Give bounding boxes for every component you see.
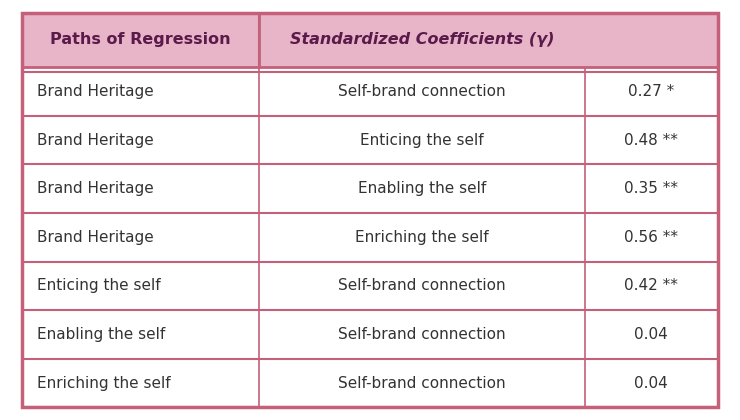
Text: Brand Heritage: Brand Heritage — [37, 133, 154, 147]
Text: 0.35 **: 0.35 ** — [625, 181, 678, 196]
Text: Enticing the self: Enticing the self — [360, 133, 484, 147]
Bar — [22, 262, 718, 310]
Text: 0.04: 0.04 — [634, 375, 668, 391]
Text: Brand Heritage: Brand Heritage — [37, 84, 154, 99]
Text: Enabling the self: Enabling the self — [357, 181, 486, 196]
Text: 0.27 *: 0.27 * — [628, 84, 674, 99]
Text: Brand Heritage: Brand Heritage — [37, 230, 154, 245]
Text: Enabling the self: Enabling the self — [37, 327, 165, 342]
Text: 0.04: 0.04 — [634, 327, 668, 342]
Bar — [22, 213, 718, 262]
Text: Paths of Regression: Paths of Regression — [50, 32, 231, 47]
Bar — [22, 67, 718, 116]
Text: Standardized Coefficients (γ): Standardized Coefficients (γ) — [289, 32, 554, 47]
Text: Enriching the self: Enriching the self — [355, 230, 488, 245]
Text: Self-brand connection: Self-brand connection — [338, 327, 505, 342]
Text: 0.42 **: 0.42 ** — [625, 278, 678, 294]
Text: Self-brand connection: Self-brand connection — [338, 278, 505, 294]
Bar — [22, 13, 718, 67]
Bar — [22, 116, 718, 164]
Text: Brand Heritage: Brand Heritage — [37, 181, 154, 196]
Bar — [22, 310, 718, 359]
Text: Self-brand connection: Self-brand connection — [338, 84, 505, 99]
Text: Enriching the self: Enriching the self — [37, 375, 171, 391]
Text: 0.56 **: 0.56 ** — [625, 230, 678, 245]
Text: 0.48 **: 0.48 ** — [625, 133, 678, 147]
Bar — [22, 359, 718, 407]
Text: Enticing the self: Enticing the self — [37, 278, 161, 294]
Bar — [22, 164, 718, 213]
Text: Self-brand connection: Self-brand connection — [338, 375, 505, 391]
